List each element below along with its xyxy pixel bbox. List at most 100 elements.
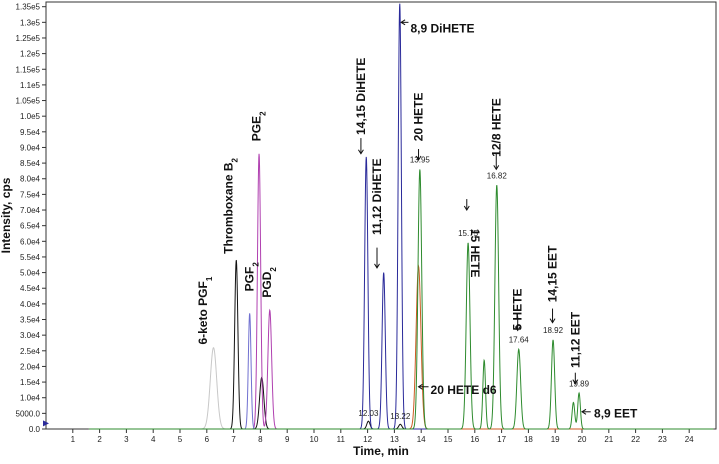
y-tick-label: 4.5e4 [20,284,41,293]
arrow-head-icon [415,155,422,161]
x-tick-label: 10 [310,435,319,444]
x-tick-label: 17 [497,435,506,444]
y-tick-label: 6.0e4 [20,237,41,246]
retention-time-label: 13.95 [410,156,431,165]
peak-annotation-text: 6-keto PGF [196,281,210,344]
peak-annotation-label: PGE2 [249,111,267,141]
x-tick-label: 2 [97,435,102,444]
x-tick-label: 24 [685,435,694,444]
label-layer: 12.03 13.22 13.95 15.75 16.82 17.64 18.92 19.89… [196,19,638,421]
y-tick-label: 6.5e4 [20,222,41,231]
x-tick-label: 1 [71,435,76,444]
peak-annotation-label: 15 HETE [468,229,482,278]
peak-annotation-subscript: 1 [204,276,213,281]
y-tick-label: 2.5e4 [20,347,41,356]
peak-annotation: 5 HETE [511,288,525,332]
retention-time-label: 12.03 [358,409,379,418]
peak-annotation-subscript: 2 [258,111,267,116]
arrow-head-icon [514,326,521,332]
retention-time-label: 17.64 [509,336,530,345]
y-tick-label: 1.25e5 [16,34,41,43]
series-line [88,3,714,430]
y-tick-label: 0.0 [29,425,41,434]
x-tick-label: 15 [444,435,453,444]
y-tick-label: 5.0e4 [20,269,41,278]
retention-time-label: 16.82 [487,171,508,180]
arrow-head-icon [463,205,470,211]
y-tick-label: 1.15e5 [16,65,41,74]
x-tick-label: 4 [151,435,156,444]
peak-annotation-label: 20 HETE d6 [431,383,497,397]
arrow-head-icon [357,149,364,155]
x-tick-label: 8 [258,435,263,444]
peak-annotation-text: PGD [260,271,274,297]
peak-annotation: 14,15 EET [546,245,560,324]
retention-time-label: 13.22 [390,412,411,421]
y-tick-label: 5000.0 [16,409,41,418]
y-tick-label: 9.5e4 [20,128,41,137]
y-tick-label: 1.3e5 [20,18,41,27]
y-tick-label: 1.2e5 [20,50,41,59]
peak-annotation: 8,9 DiHETE [400,19,474,36]
peak-annotation-label: 5 HETE [511,288,525,330]
x-tick-label: 16 [470,435,479,444]
x-tick-label: 20 [578,435,587,444]
peak-annotation-subscript: 2 [269,267,278,272]
peak-annotation-label: 12/8 HETE [489,98,503,157]
series-line [88,169,714,430]
y-tick-label: 8.0e4 [20,175,41,184]
x-tick-label: 9 [285,435,290,444]
arrow-head-icon [493,165,500,171]
arrow-head-icon [549,318,556,324]
peak-annotation-text: 14,15 DiHETE [354,58,368,135]
peak-annotation: 12/8 HETE [489,98,503,171]
y-tick-label: 5.5e4 [20,253,41,262]
arrow-head-icon [417,383,423,390]
y-tick-label: 3.0e4 [20,331,41,340]
arrow-head-icon [572,379,579,385]
peak-annotation: 20 HETE [412,93,426,161]
peak-annotation-text: 14,15 EET [546,245,560,302]
peak-annotation: Thromboxane B2 [221,157,239,253]
peak-annotation-text: Thromboxane B [221,162,235,254]
y-tick-label: 8.5e4 [20,159,41,168]
x-tick-label: 11 [337,435,346,444]
peak-annotation-label: 6-keto PGF1 [196,276,214,344]
retention-time-label: 18.92 [543,326,564,335]
peak-annotation-text: 20 HETE [412,93,426,142]
arrow-head-icon [581,408,587,415]
y-tick-label: 7.5e4 [20,190,41,199]
y-tick-label: 1.1e5 [20,81,41,90]
y-tick-label: 3.5e4 [20,316,41,325]
y-tick-label: 7.0e4 [20,206,41,215]
peak-annotation: 14,15 DiHETE [354,58,368,155]
x-tick-label: 3 [124,435,129,444]
peak-annotation: 15 HETE [463,199,482,278]
peak-annotation-label: 11,12 EET [568,311,582,368]
y-tick-label: 1.5e4 [20,378,41,387]
peak-annotation-label: 8,9 DiHETE [410,22,474,36]
x-tick-label: 12 [363,435,372,444]
x-tick-label: 21 [604,435,613,444]
y-tick-label: 1.05e5 [16,97,41,106]
axis-marker-icon [43,420,49,427]
peak-annotation-label: Thromboxane B2 [221,157,239,253]
y-tick-label: 9.0e4 [20,143,41,152]
peak-annotation-text: 5 HETE [511,288,525,330]
peak-annotation-label: PGD2 [260,267,278,298]
peak-annotation: 11,12 EET [568,311,582,385]
x-tick-label: 7 [231,435,236,444]
x-axis-title: Time, min [353,444,409,458]
peak-annotation: PGD2 [260,267,278,298]
x-tick-label: 13 [390,435,399,444]
series-layer [88,3,714,430]
x-tick-label: 6 [205,435,210,444]
retention-time-label: 15.75 [458,229,479,238]
retention-time-label: 19.89 [569,379,590,388]
y-tick-label: 4.0e4 [20,300,41,309]
peak-annotation-text: PGE [249,116,263,141]
y-axis-title: Intensity, cps [0,177,13,253]
peak-annotation-text: 12/8 HETE [489,98,503,157]
